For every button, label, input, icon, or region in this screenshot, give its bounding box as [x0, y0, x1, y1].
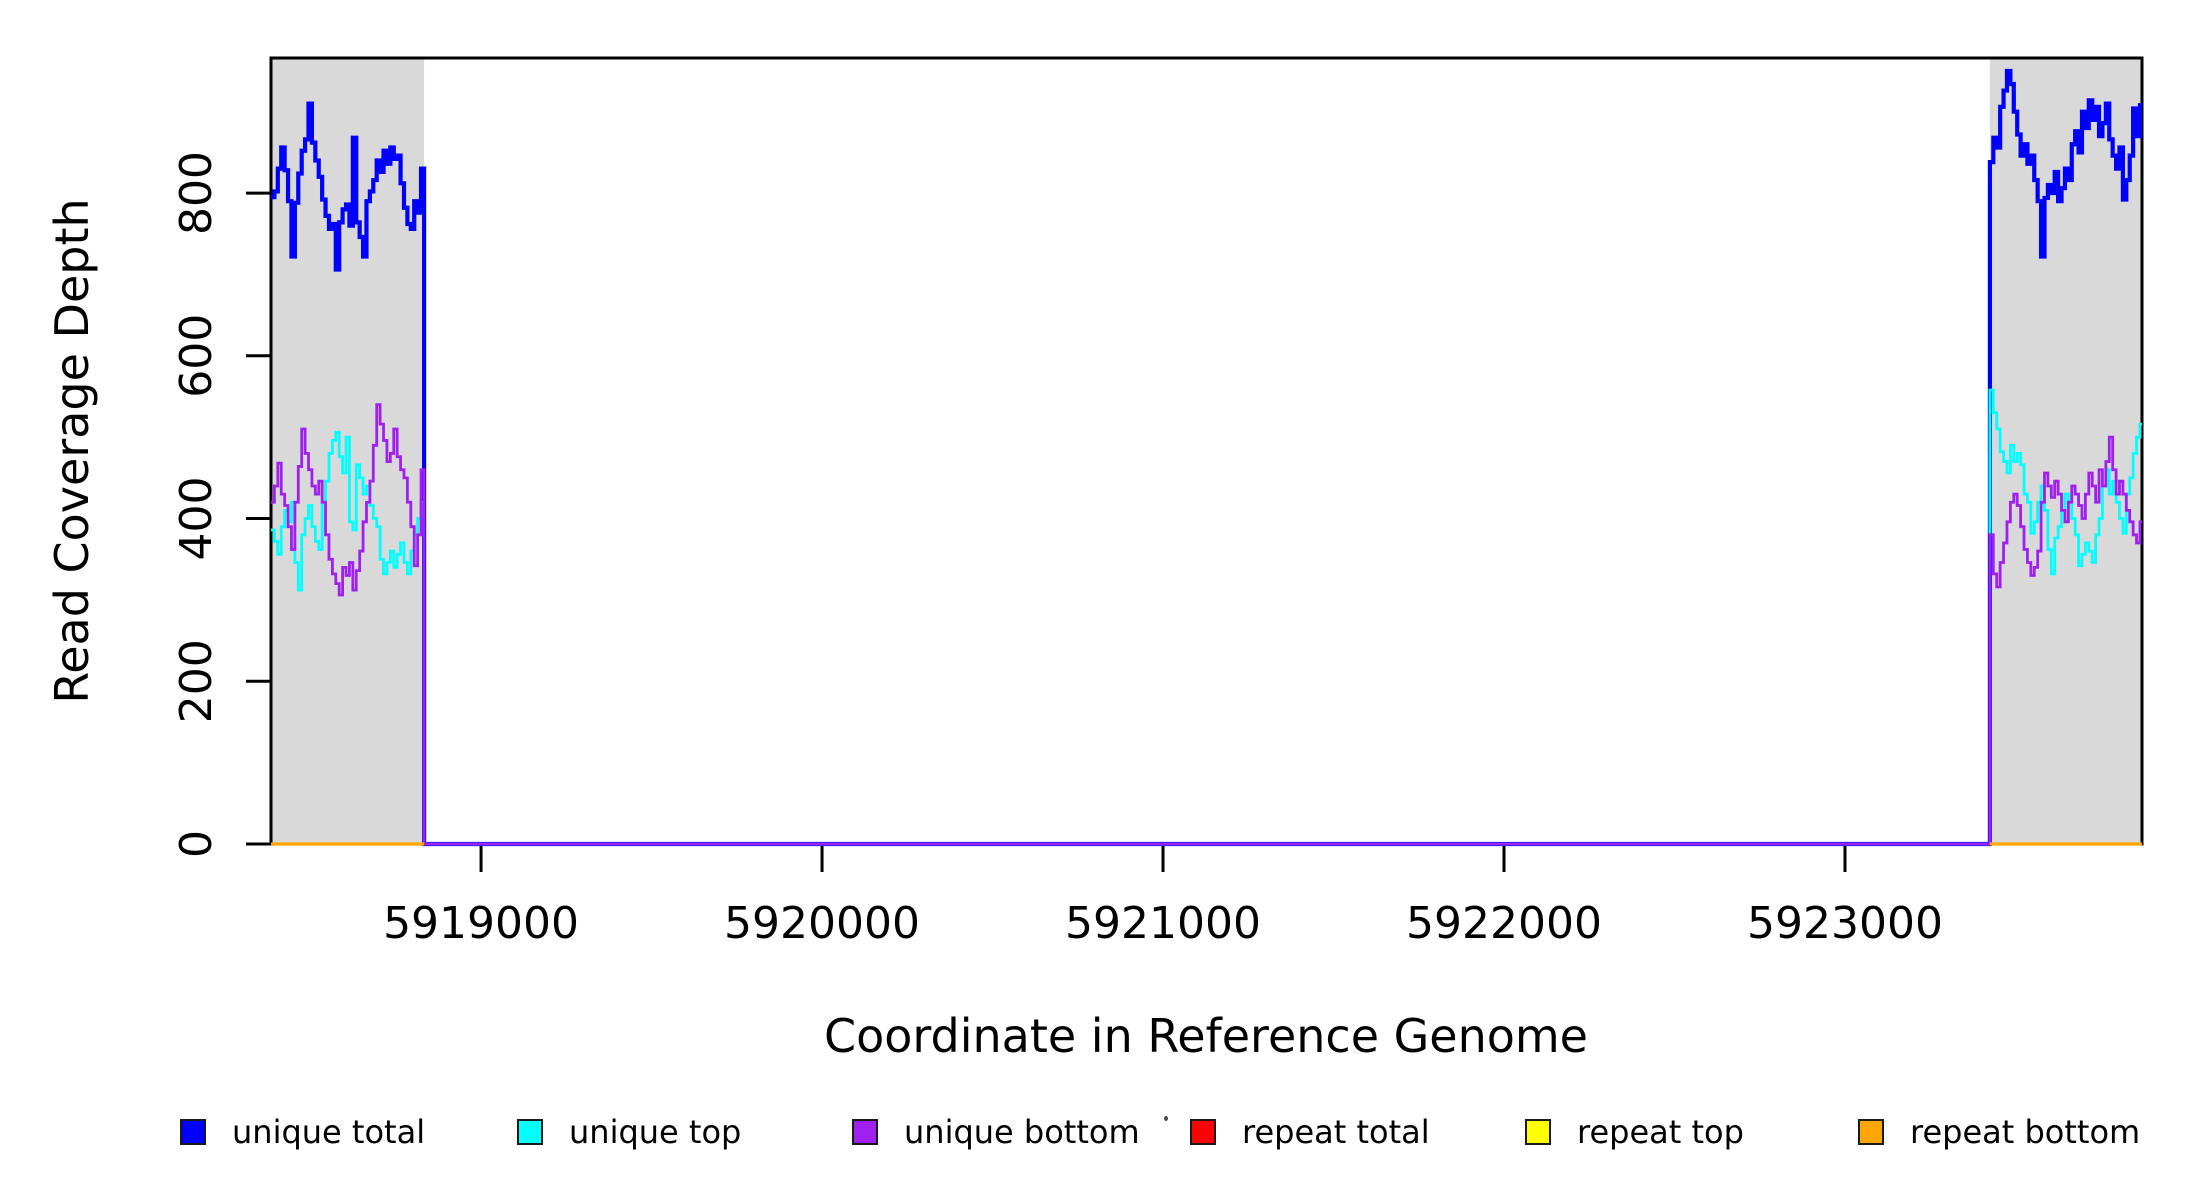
legend-item-repeat-bottom: repeat bottom — [1858, 1113, 2141, 1151]
legend-label-repeat-top: repeat top — [1577, 1113, 1744, 1151]
svg-text:800: 800 — [171, 151, 222, 235]
svg-text:5923000: 5923000 — [1747, 898, 1943, 949]
legend-swatch-repeat-total-icon — [1190, 1119, 1216, 1145]
stray-dot-artifact — [1164, 1116, 1168, 1121]
legend-item-repeat-total: repeat total — [1190, 1113, 1430, 1151]
legend-item-unique-top: unique top — [517, 1113, 742, 1151]
legend-swatch-repeat-bottom-icon — [1858, 1119, 1884, 1145]
legend-label-repeat-total: repeat total — [1242, 1113, 1430, 1151]
legend-label-unique-total: unique total — [232, 1113, 426, 1151]
legend-label-unique-top: unique top — [569, 1113, 742, 1151]
legend-item-unique-bottom: unique bottom — [852, 1113, 1140, 1151]
svg-text:200: 200 — [171, 639, 222, 723]
svg-text:600: 600 — [171, 314, 222, 398]
x-axis-title: Coordinate in Reference Genome — [824, 1009, 1588, 1063]
legend-label-unique-bottom: unique bottom — [904, 1113, 1140, 1151]
legend-swatch-unique-bottom-icon — [852, 1119, 878, 1145]
legend-item-repeat-top: repeat top — [1525, 1113, 1744, 1151]
y-axis-title: Read Coverage Depth — [45, 198, 99, 704]
legend-swatch-unique-total-icon — [180, 1119, 206, 1145]
legend-label-repeat-bottom: repeat bottom — [1910, 1113, 2141, 1151]
svg-text:5919000: 5919000 — [383, 898, 579, 949]
svg-text:5922000: 5922000 — [1406, 898, 1602, 949]
svg-text:0: 0 — [171, 830, 222, 858]
svg-text:5920000: 5920000 — [724, 898, 920, 949]
legend-item-unique-total: unique total — [180, 1113, 426, 1151]
svg-text:5921000: 5921000 — [1065, 898, 1261, 949]
legend-swatch-unique-top-icon — [517, 1119, 543, 1145]
svg-text:400: 400 — [171, 477, 222, 561]
legend-swatch-repeat-top-icon — [1525, 1119, 1551, 1145]
